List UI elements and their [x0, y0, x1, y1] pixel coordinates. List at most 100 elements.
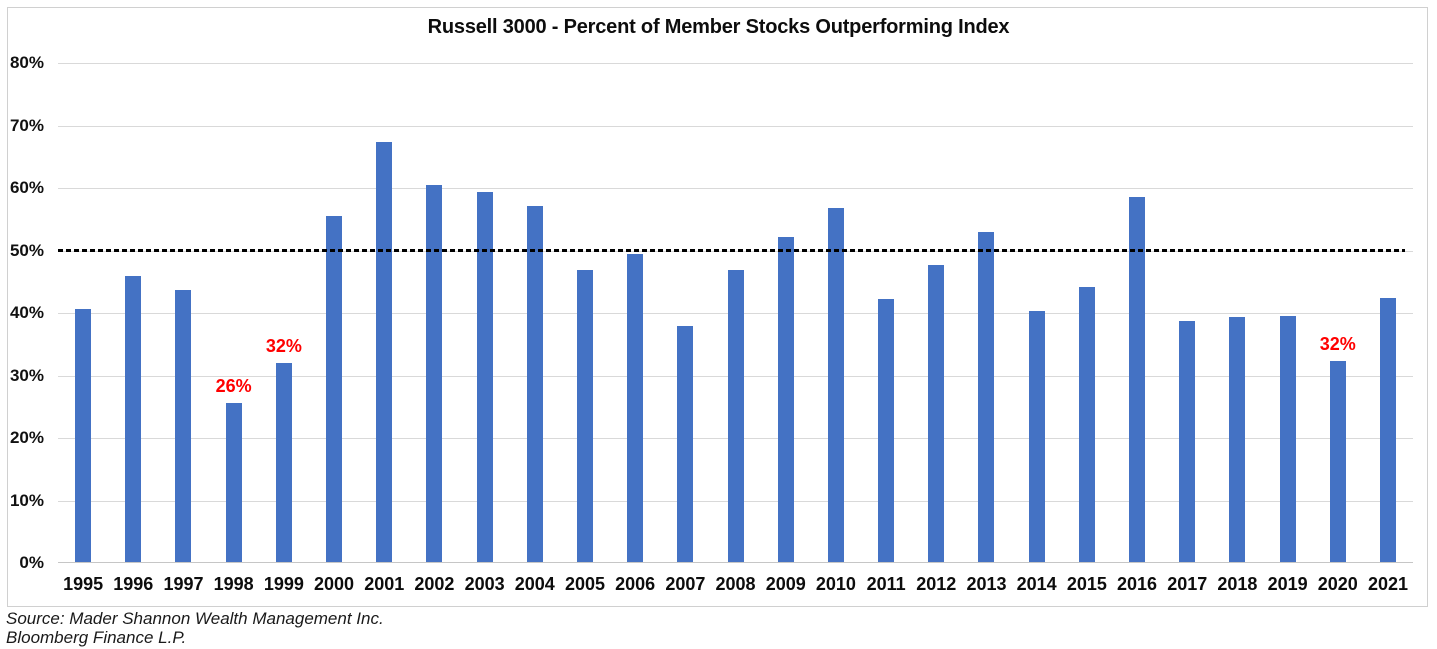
bar-slot-1995 — [58, 63, 108, 563]
x-tick-label-1997: 1997 — [163, 574, 204, 594]
x-tick-label-2013: 2013 — [966, 574, 1007, 594]
x-tick-label-2003: 2003 — [464, 574, 505, 594]
plot-area: 26% 32% 32% — [58, 63, 1413, 563]
bar-slot-1998 — [209, 63, 259, 563]
gridline-80 — [58, 63, 1413, 64]
annotation-2020: 32% — [1319, 333, 1356, 354]
x-tick-label-1998: 1998 — [213, 574, 254, 594]
bar-2018 — [1229, 317, 1246, 563]
bar-1999 — [275, 363, 292, 563]
x-tick-label-1995: 1995 — [63, 574, 104, 594]
bar-slot-2013 — [961, 63, 1011, 563]
bar-slot-2016 — [1112, 63, 1162, 563]
source-line-1: Source: Mader Shannon Wealth Management … — [6, 609, 384, 628]
bar-slot-2008 — [710, 63, 760, 563]
source-note: Source: Mader Shannon Wealth Management … — [6, 609, 384, 647]
x-tick-label-2004: 2004 — [514, 574, 555, 594]
gridline-60 — [58, 188, 1413, 189]
x-tick-label-2011: 2011 — [866, 574, 906, 594]
bar-slot-1999 — [259, 63, 309, 563]
x-tick-label-2009: 2009 — [765, 574, 806, 594]
y-tick-label-30: 30% — [9, 365, 44, 385]
bar-2020 — [1329, 360, 1346, 563]
x-axis: 1995 1996 1997 1998 1999 2000 2001 2002 2003 2004… — [58, 574, 1413, 595]
bar-2021 — [1379, 298, 1396, 563]
bar-slot-2015 — [1062, 63, 1112, 563]
bar-1997 — [175, 289, 192, 563]
bar-2003 — [476, 192, 493, 563]
bar-slot-2001 — [359, 63, 409, 563]
source-line-2: Bloomberg Finance L.P. — [6, 628, 187, 647]
x-tick-label-2006: 2006 — [615, 574, 656, 594]
x-tick-label-2005: 2005 — [564, 574, 605, 594]
y-tick-label-80: 80% — [9, 53, 44, 72]
x-tick-label-2017: 2017 — [1167, 574, 1208, 594]
x-tick-label-2018: 2018 — [1217, 574, 1258, 594]
x-axis-line — [58, 562, 1413, 563]
bar-2008 — [727, 269, 744, 563]
bar-slot-1996 — [108, 63, 158, 563]
bar-slot-2006 — [610, 63, 660, 563]
bar-series — [58, 63, 1413, 563]
y-tick-label-60: 60% — [9, 178, 44, 197]
x-tick-label-2002: 2002 — [414, 574, 455, 594]
x-tick-label-1996: 1996 — [113, 574, 154, 594]
bar-slot-2014 — [1012, 63, 1062, 563]
fifty-percent-reference-line — [58, 249, 1405, 252]
bar-slot-2011 — [861, 63, 911, 563]
bar-slot-2000 — [309, 63, 359, 563]
x-tick-label-2016: 2016 — [1117, 574, 1158, 594]
bar-slot-2019 — [1263, 63, 1313, 563]
bar-2014 — [1028, 310, 1045, 563]
y-tick-label-10: 10% — [9, 490, 44, 510]
bar-slot-2007 — [660, 63, 710, 563]
bar-slot-2020 — [1313, 63, 1363, 563]
bar-2001 — [376, 141, 393, 563]
bar-slot-2002 — [409, 63, 459, 563]
bar-slot-2009 — [761, 63, 811, 563]
x-tick-label-2007: 2007 — [665, 574, 706, 594]
bar-2000 — [326, 215, 343, 563]
bar-2013 — [978, 232, 995, 563]
bar-2016 — [1129, 196, 1146, 563]
bar-2019 — [1279, 315, 1296, 563]
bar-2017 — [1179, 320, 1196, 563]
bar-2006 — [627, 254, 644, 563]
x-tick-label-2008: 2008 — [715, 574, 756, 594]
bar-2015 — [1078, 287, 1095, 563]
y-tick-label-50: 50% — [9, 240, 44, 260]
bar-slot-2012 — [911, 63, 961, 563]
x-tick-label-2001: 2001 — [364, 574, 405, 594]
x-tick-label-1999: 1999 — [263, 574, 304, 594]
bar-slot-2005 — [560, 63, 610, 563]
x-tick-label-2014: 2014 — [1016, 574, 1057, 594]
y-tick-label-70: 70% — [9, 115, 44, 135]
bar-1995 — [75, 309, 92, 563]
y-tick-label-0: 0% — [19, 553, 44, 572]
bar-1998 — [225, 403, 242, 563]
bar-slot-2003 — [460, 63, 510, 563]
bar-2002 — [426, 184, 443, 563]
bar-1996 — [125, 276, 142, 563]
bar-2005 — [576, 269, 593, 563]
bar-slot-1997 — [158, 63, 208, 563]
x-tick-label-2012: 2012 — [916, 574, 957, 594]
bar-2004 — [526, 206, 543, 563]
bar-2009 — [777, 236, 794, 563]
annotation-1998: 26% — [215, 376, 252, 396]
bar-slot-2010 — [811, 63, 861, 563]
y-tick-label-20: 20% — [9, 428, 44, 447]
y-tick-label-40: 40% — [9, 303, 44, 322]
chart-title: Russell 3000 - Percent of Member Stocks … — [427, 16, 1010, 38]
bar-2011 — [878, 298, 895, 563]
x-tick-label-2021: 2021 — [1367, 574, 1408, 594]
bar-slot-2018 — [1212, 63, 1262, 563]
gridline-70 — [58, 125, 1413, 127]
bar-slot-2004 — [510, 63, 560, 563]
annotation-1999: 32% — [265, 336, 302, 356]
x-tick-label-2000: 2000 — [314, 574, 355, 594]
x-tick-label-2015: 2015 — [1066, 574, 1107, 594]
bar-2010 — [827, 208, 844, 563]
bar-2007 — [677, 326, 694, 563]
